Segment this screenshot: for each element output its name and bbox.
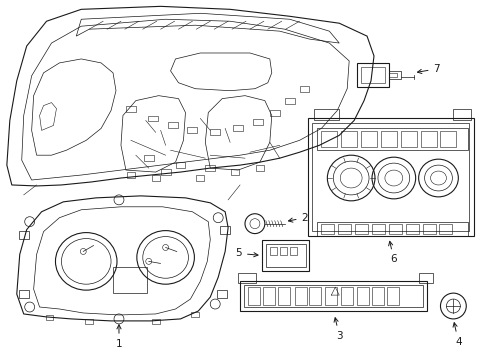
Bar xyxy=(196,175,204,181)
Bar xyxy=(279,247,286,255)
Bar xyxy=(321,224,334,234)
Bar xyxy=(341,287,352,305)
Text: 3: 3 xyxy=(333,318,342,341)
Bar xyxy=(263,287,274,305)
Bar xyxy=(187,127,197,133)
Bar xyxy=(317,222,468,235)
Bar xyxy=(356,63,388,87)
Bar xyxy=(231,169,239,175)
Bar xyxy=(220,226,230,234)
Bar xyxy=(284,98,294,104)
Bar xyxy=(175,162,185,168)
Bar xyxy=(325,287,337,305)
Bar xyxy=(420,131,436,147)
Bar xyxy=(388,71,400,79)
Text: 5: 5 xyxy=(235,248,258,258)
Bar xyxy=(388,73,396,77)
Bar xyxy=(265,243,305,267)
Bar xyxy=(151,319,160,324)
Bar xyxy=(371,287,383,305)
Bar xyxy=(269,247,276,255)
Bar xyxy=(307,118,473,235)
Bar xyxy=(277,287,289,305)
Bar xyxy=(418,273,432,283)
Bar xyxy=(354,224,367,234)
Bar xyxy=(312,123,468,231)
Bar xyxy=(388,224,401,234)
Bar xyxy=(113,267,146,293)
Bar xyxy=(252,120,263,125)
Bar xyxy=(19,290,29,298)
Bar xyxy=(380,131,396,147)
Bar xyxy=(356,287,368,305)
Bar xyxy=(360,131,376,147)
Bar xyxy=(360,67,384,83)
Bar xyxy=(341,131,356,147)
Bar xyxy=(452,109,470,121)
Bar xyxy=(338,224,350,234)
Bar xyxy=(167,122,177,129)
Bar xyxy=(143,155,153,161)
Bar xyxy=(262,239,309,271)
Bar xyxy=(161,169,170,175)
Bar xyxy=(210,129,220,135)
Bar xyxy=(238,273,255,283)
Bar xyxy=(386,287,398,305)
Bar xyxy=(405,224,418,234)
Bar xyxy=(314,109,339,121)
Bar xyxy=(19,231,29,239)
Bar xyxy=(217,290,226,298)
Text: 7: 7 xyxy=(417,64,439,74)
Bar xyxy=(269,109,279,116)
Bar xyxy=(126,105,136,112)
Bar xyxy=(205,165,215,171)
Bar xyxy=(233,125,243,131)
Text: 2: 2 xyxy=(288,213,307,223)
Bar xyxy=(127,172,135,178)
Bar xyxy=(440,131,455,147)
Bar xyxy=(85,319,93,324)
Bar xyxy=(294,287,306,305)
Bar xyxy=(309,287,321,305)
Bar xyxy=(191,312,199,317)
Text: 6: 6 xyxy=(388,241,396,265)
Bar xyxy=(45,315,53,320)
Bar xyxy=(255,165,264,171)
Text: 1: 1 xyxy=(116,325,122,349)
Bar xyxy=(321,131,337,147)
Bar xyxy=(289,247,296,255)
Bar xyxy=(317,129,468,150)
Bar xyxy=(400,131,416,147)
Bar xyxy=(422,224,435,234)
Text: 4: 4 xyxy=(452,323,461,347)
Bar xyxy=(299,86,309,92)
Bar xyxy=(244,285,422,307)
Bar xyxy=(151,175,160,181)
Bar xyxy=(371,224,384,234)
Bar xyxy=(439,224,451,234)
Bar xyxy=(147,116,157,121)
Bar xyxy=(240,281,426,311)
Bar xyxy=(247,287,259,305)
